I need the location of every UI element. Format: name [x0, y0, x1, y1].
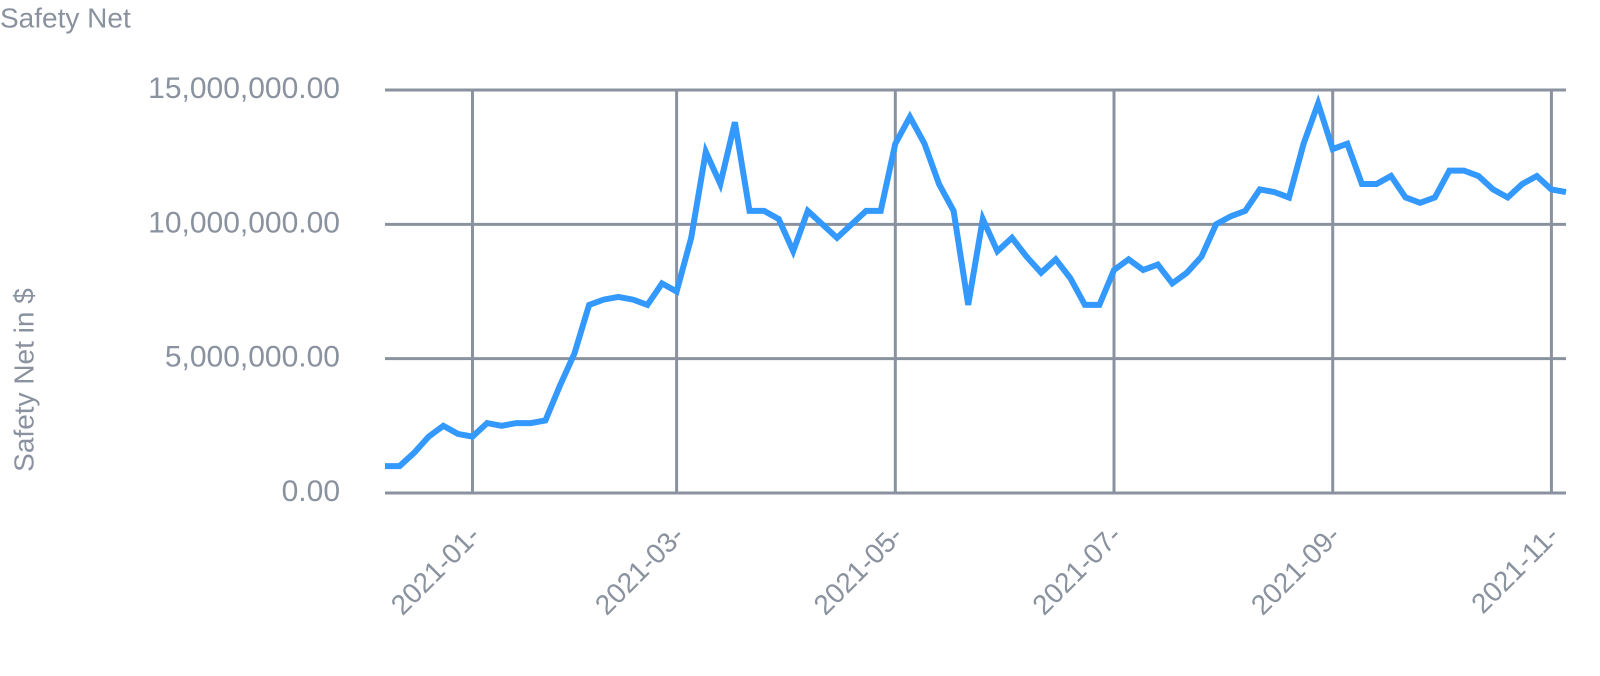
x-tick-label: 2021-09- — [1245, 520, 1346, 621]
x-tick-label: 2021-05- — [808, 520, 909, 621]
x-tick-label: 2021-03- — [589, 520, 690, 621]
y-axis-label: Safety Net in $ — [8, 288, 39, 472]
y-tick-label: 15,000,000.00 — [148, 72, 340, 105]
chart-title: Safety Net — [0, 2, 131, 33]
x-tick-label: 2021-11- — [1465, 520, 1565, 620]
x-tick-label: 2021-07- — [1026, 520, 1127, 621]
data-line — [385, 94, 1567, 470]
y-tick-label: 5,000,000.00 — [165, 341, 340, 374]
y-tick-label: 0.00 — [282, 475, 340, 508]
x-tick-label: 2021-01- — [385, 520, 486, 621]
y-tick-label: 10,000,000.00 — [148, 206, 340, 239]
